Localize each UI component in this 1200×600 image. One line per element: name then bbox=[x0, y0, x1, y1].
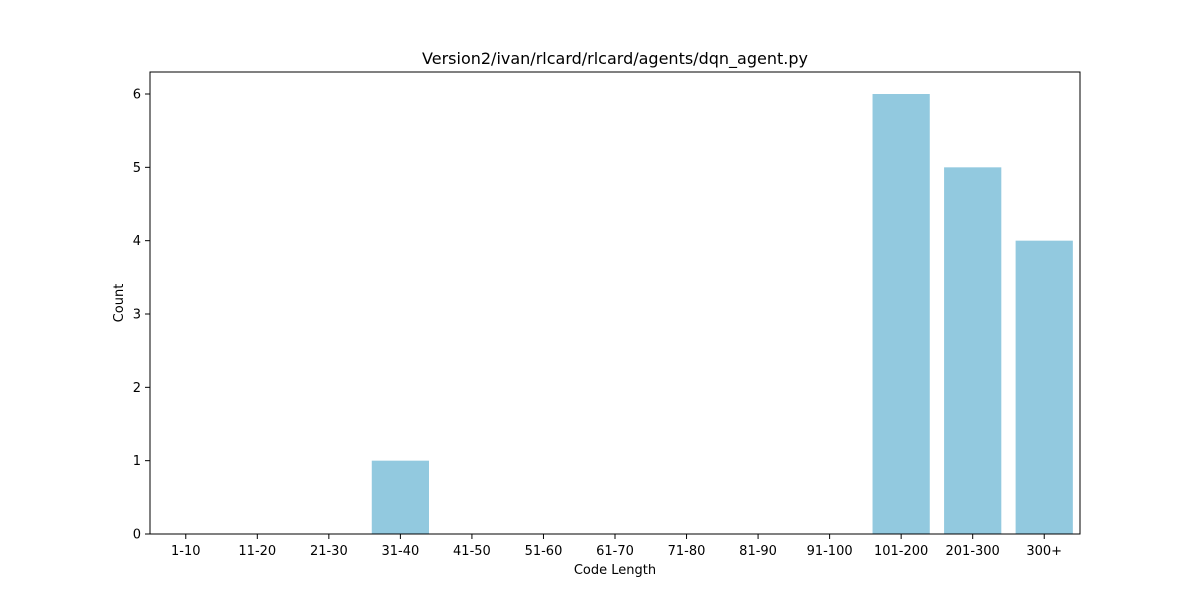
y-tick-label: 6 bbox=[133, 88, 141, 103]
bar-201-300 bbox=[944, 167, 1002, 535]
y-tick-label: 2 bbox=[133, 381, 141, 396]
bar-300+ bbox=[1015, 240, 1073, 534]
bar-101-200 bbox=[872, 94, 930, 534]
x-tick-label: 31-40 bbox=[381, 544, 419, 559]
y-axis-label: Count bbox=[112, 284, 127, 323]
y-tick-label: 3 bbox=[133, 308, 141, 323]
x-tick-label: 1-10 bbox=[171, 544, 201, 559]
x-axis-label: Code Length bbox=[574, 563, 656, 578]
x-tick-label: 41-50 bbox=[453, 544, 491, 559]
x-axis: 1-10 11-20 21-30 31-40 41-50 51-60 61-70 71-80 8… bbox=[171, 534, 1062, 559]
x-tick-label: 11-20 bbox=[238, 544, 276, 559]
y-tick-label: 1 bbox=[133, 454, 141, 469]
x-tick-label: 51-60 bbox=[525, 544, 563, 559]
y-tick-label: 0 bbox=[133, 528, 141, 543]
y-tick-label: 5 bbox=[133, 161, 141, 176]
x-tick-label: 101-200 bbox=[874, 544, 928, 559]
bars-layer bbox=[371, 94, 1073, 535]
x-tick-label: 71-80 bbox=[668, 544, 706, 559]
chart-title: Version2/ivan/rlcard/rlcard/agents/dqn_a… bbox=[422, 49, 808, 69]
x-tick-label: 300+ bbox=[1026, 544, 1062, 559]
x-tick-label: 201-300 bbox=[946, 544, 1000, 559]
x-tick-label: 61-70 bbox=[596, 544, 634, 559]
y-tick-label: 4 bbox=[133, 234, 141, 249]
y-axis: 0 1 2 3 4 5 6 bbox=[133, 88, 150, 543]
x-tick-label: 81-90 bbox=[739, 544, 777, 559]
bar-31-40 bbox=[371, 460, 429, 534]
x-tick-label: 91-100 bbox=[807, 544, 853, 559]
x-tick-label: 21-30 bbox=[310, 544, 348, 559]
